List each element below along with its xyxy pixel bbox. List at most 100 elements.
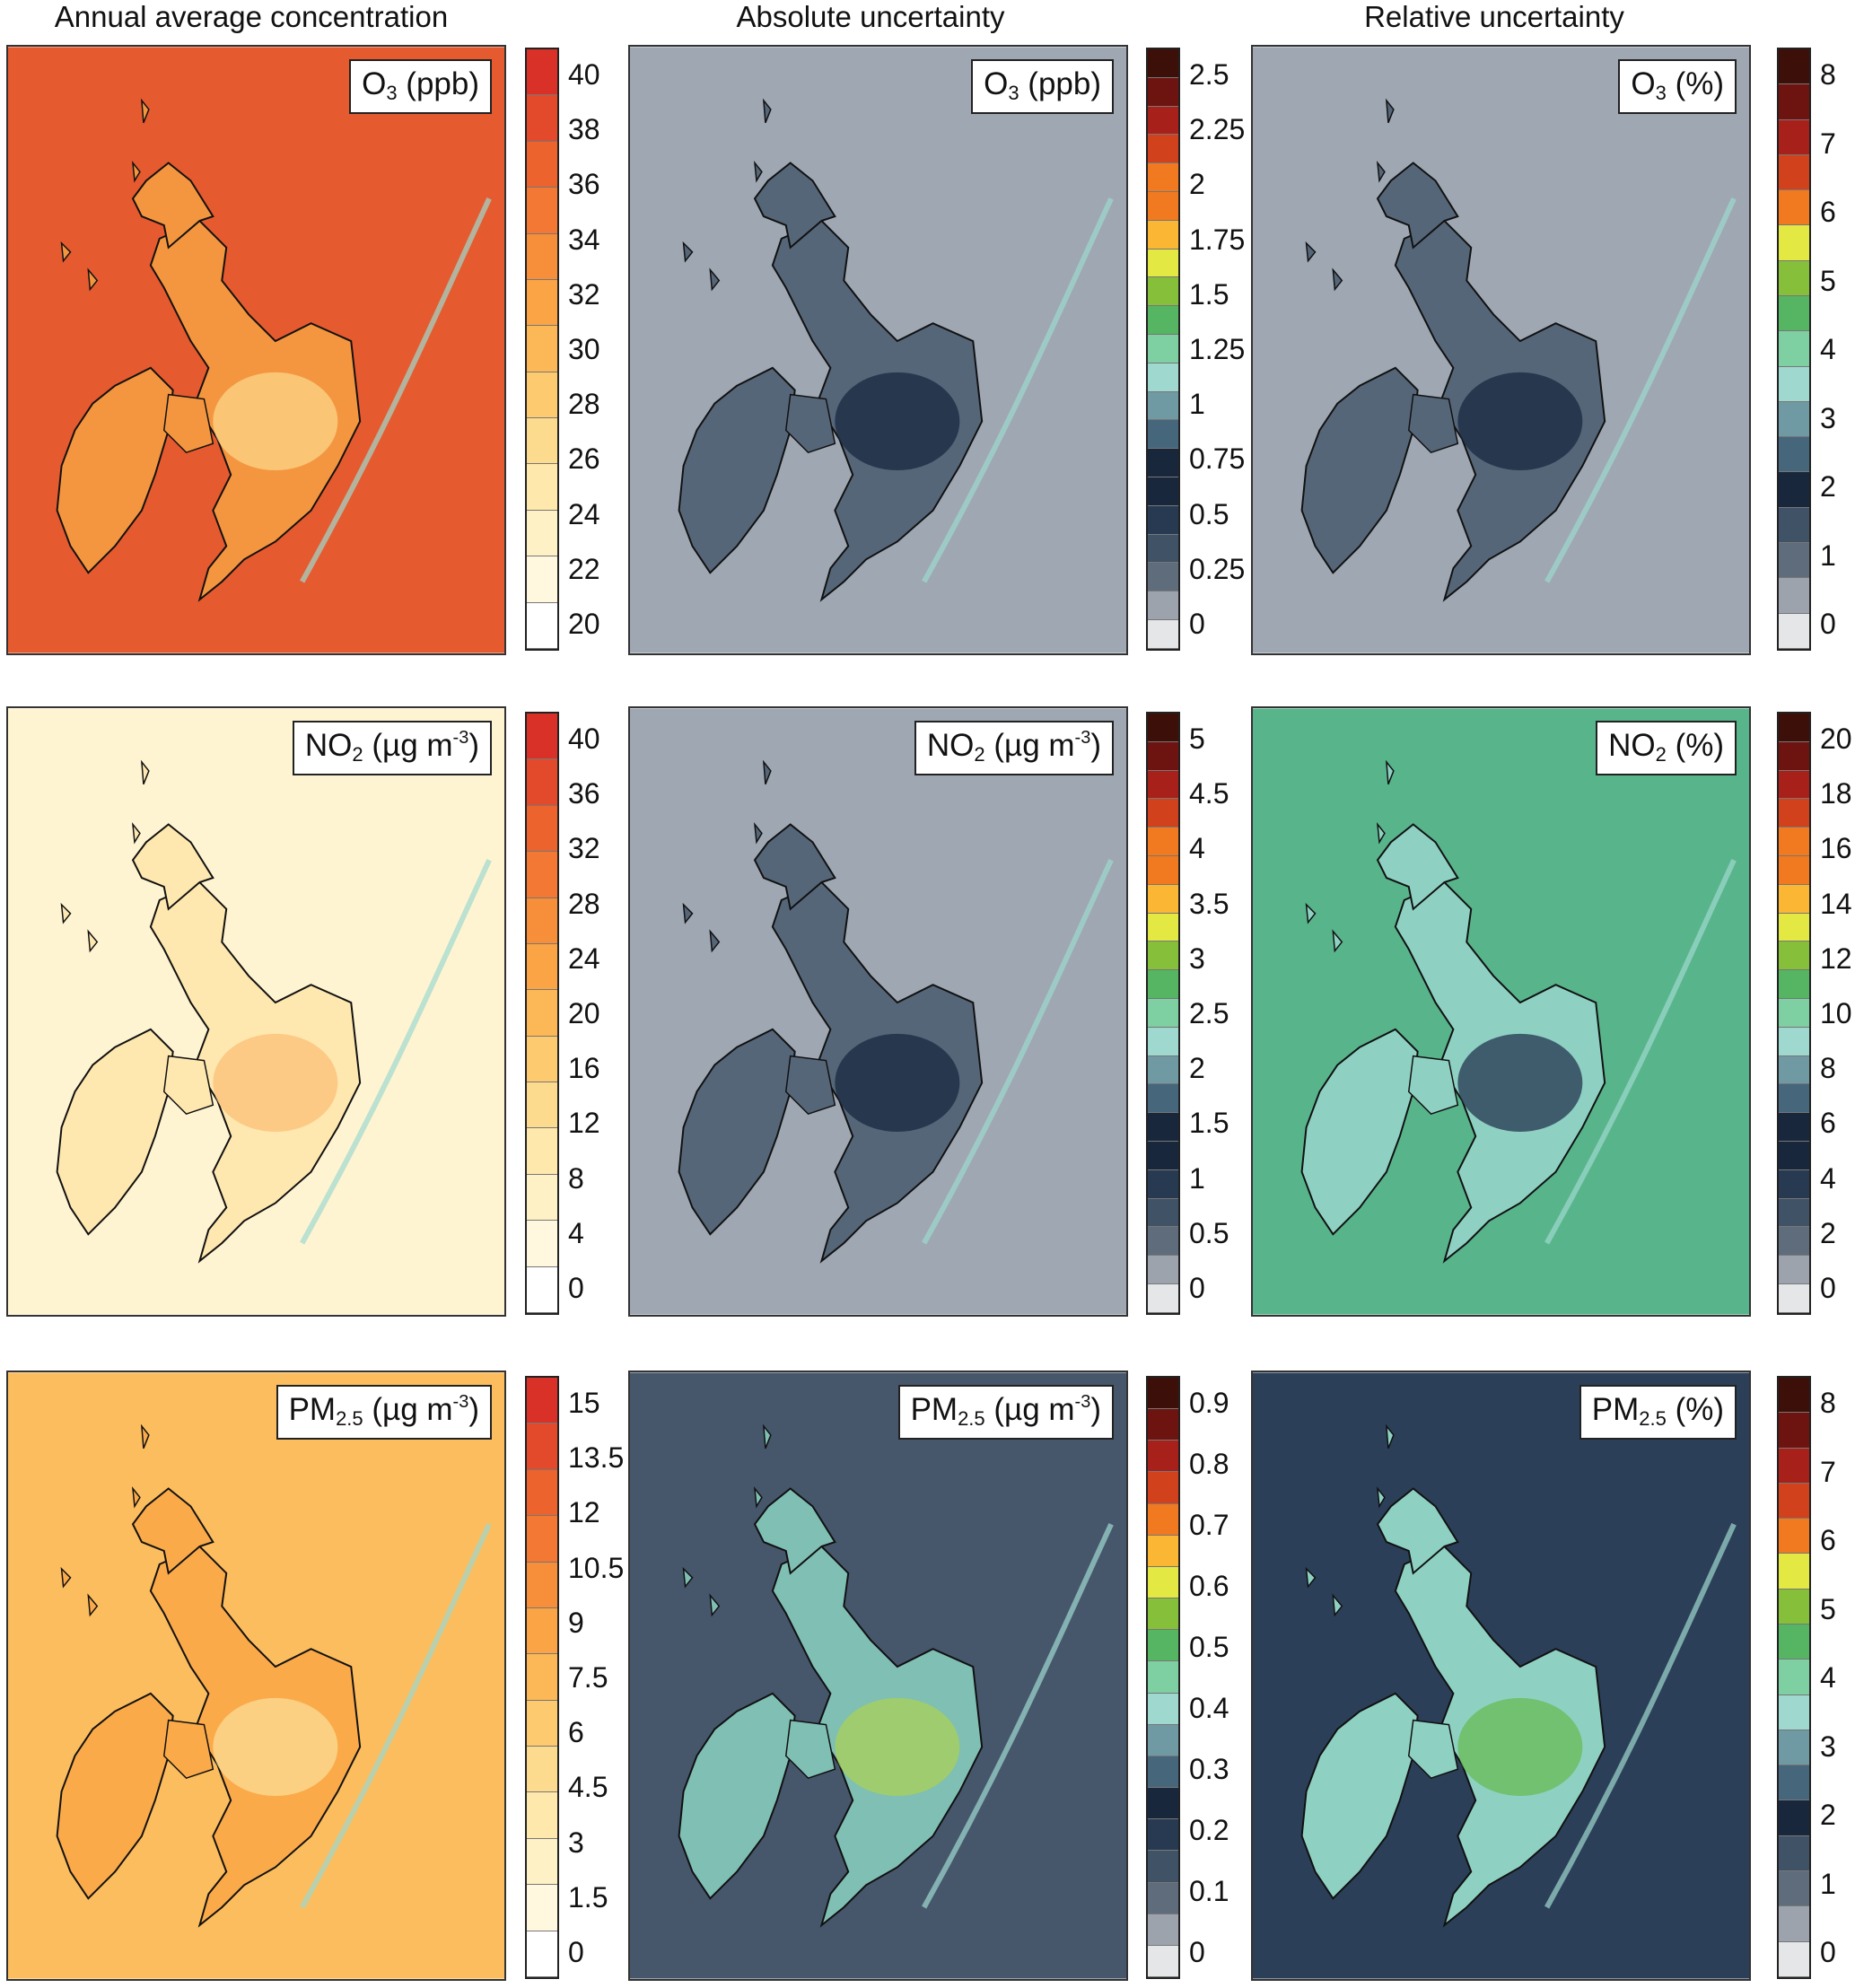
colorbar-band (1779, 1027, 1809, 1056)
pm25-conc-map (8, 1372, 504, 1979)
pm25-abs-panel: PM2.5 (µg m-3) (628, 1371, 1128, 1981)
colorbar-tick-label: 0.4 (1189, 1692, 1229, 1724)
colorbar-tick-label: 2 (1189, 1052, 1205, 1085)
colorbar-band (1779, 190, 1809, 226)
islands-outline (682, 98, 772, 292)
hotspot-area (213, 1033, 338, 1133)
pm25-rel-panel: PM2.5 (%) (1251, 1371, 1751, 1981)
colorbar-tick-label: 0.6 (1189, 1570, 1229, 1602)
colorbar-band (1148, 49, 1178, 78)
o3-abs-map (630, 47, 1126, 653)
colorbar-band (527, 1931, 557, 1977)
colorbar-band (1148, 741, 1178, 771)
colorbar-band (1148, 534, 1178, 564)
islands-outline (1305, 759, 1395, 953)
pm25-abs-colorbar (1146, 1376, 1180, 1979)
colorbar-tick-label: 34 (568, 223, 600, 256)
colorbar-band (1148, 420, 1178, 450)
colorbar-tick-label: 8 (1820, 1387, 1836, 1419)
colorbar-tick-label: 10.5 (568, 1551, 625, 1584)
colorbar-band (1148, 770, 1178, 800)
colorbar-band (1148, 1945, 1178, 1977)
pollutant-subscript: 3 (1655, 82, 1667, 104)
shipping-lane (1544, 197, 1737, 583)
colorbar-band (1148, 1198, 1178, 1228)
colorbar-band (1148, 913, 1178, 942)
colorbar-tick-label: 0.2 (1189, 1814, 1229, 1846)
colorbar-band (527, 759, 557, 806)
colorbar-tick-label: 6 (1820, 196, 1836, 228)
colorbar-band (527, 510, 557, 557)
colorbar-tick-label: 4 (1820, 1161, 1836, 1195)
colorbar-tick-label: 0.75 (1189, 442, 1246, 476)
no2-rel-map (1253, 708, 1749, 1315)
colorbar-band (1148, 1027, 1178, 1056)
islands-outline (60, 1423, 150, 1617)
colorbar-band (1148, 363, 1178, 392)
colorbar-band (1779, 119, 1809, 155)
colorbar-band (527, 279, 557, 327)
colorbar-tick-label: 1 (1189, 388, 1205, 421)
colorbar-band (1779, 1413, 1809, 1449)
colorbar-tick-label: 0.8 (1189, 1448, 1229, 1480)
colorbar-band (527, 1423, 557, 1470)
colorbar-band (1148, 998, 1178, 1028)
colorbar-band (527, 1516, 557, 1563)
column-title-absolute: Absolute uncertainty (736, 0, 1005, 33)
hotspot-area (1457, 1033, 1583, 1133)
islands-outline (682, 759, 772, 953)
colorbar-tick-label: 8 (1820, 58, 1836, 91)
colorbar-band (1779, 366, 1809, 402)
colorbar-tick-label: 0 (1189, 608, 1205, 640)
colorbar-tick-label: 2.5 (1189, 997, 1229, 1029)
pollutant-name: NO (926, 728, 975, 763)
pm25-rel-label: PM2.5 (%) (1579, 1385, 1737, 1440)
colorbar-band (1148, 563, 1178, 592)
colorbar-band (1148, 1256, 1178, 1284)
colorbar-tick-label: 4.5 (1189, 777, 1229, 810)
colorbar-band (1148, 306, 1178, 335)
colorbar-tick-label: 0 (1189, 1272, 1205, 1304)
pollutant-subscript: 3 (386, 82, 398, 104)
colorbar-band (1779, 295, 1809, 332)
colorbar-band (1148, 799, 1178, 828)
o3-conc-map (8, 47, 504, 653)
o3-conc-colorbar (525, 48, 559, 651)
colorbar-tick-label: 0.9 (1189, 1387, 1229, 1419)
unit-exponent: -3 (452, 728, 469, 748)
colorbar-tick-label: 0.5 (1189, 1631, 1229, 1663)
colorbar-band (527, 1469, 557, 1517)
colorbar-band (1779, 260, 1809, 296)
colorbar-band (1779, 1695, 1809, 1730)
colorbar-tick-label: 20 (568, 997, 600, 1029)
colorbar-band (1779, 1483, 1809, 1519)
colorbar-band (1779, 1198, 1809, 1228)
unit-text: (µg m (363, 728, 453, 763)
pollutant-subscript: 2 (974, 743, 985, 766)
colorbar-tick-label: 3 (1189, 941, 1205, 975)
colorbar-band (1779, 49, 1809, 85)
wales-outline (1407, 393, 1459, 454)
wales-outline (784, 1719, 836, 1780)
shipping-lane (1544, 858, 1737, 1245)
colorbar-band (1148, 1693, 1178, 1725)
colorbar-tick-label: 2.5 (1189, 58, 1229, 91)
islands-outline (682, 1423, 772, 1617)
colorbar-band (1779, 855, 1809, 885)
colorbar-tick-label: 2 (1189, 168, 1205, 201)
colorbar-band (1148, 1566, 1178, 1599)
colorbar-tick-label: 24 (568, 941, 600, 975)
shipping-lane (922, 1522, 1114, 1909)
colorbar-band (527, 943, 557, 991)
colorbar-band (1148, 1882, 1178, 1914)
colorbar-band (1779, 1113, 1809, 1142)
colorbar-band (527, 990, 557, 1037)
unit-close: ) (468, 1392, 479, 1427)
colorbar-band (1148, 1724, 1178, 1756)
wales-outline (784, 1055, 836, 1116)
colorbar-band (1779, 1227, 1809, 1257)
colorbar-band (1148, 884, 1178, 914)
colorbar-tick-label: 0.25 (1189, 552, 1246, 585)
colorbar-tick-label: 4 (1820, 1661, 1836, 1694)
shipping-lane (1544, 1522, 1737, 1909)
